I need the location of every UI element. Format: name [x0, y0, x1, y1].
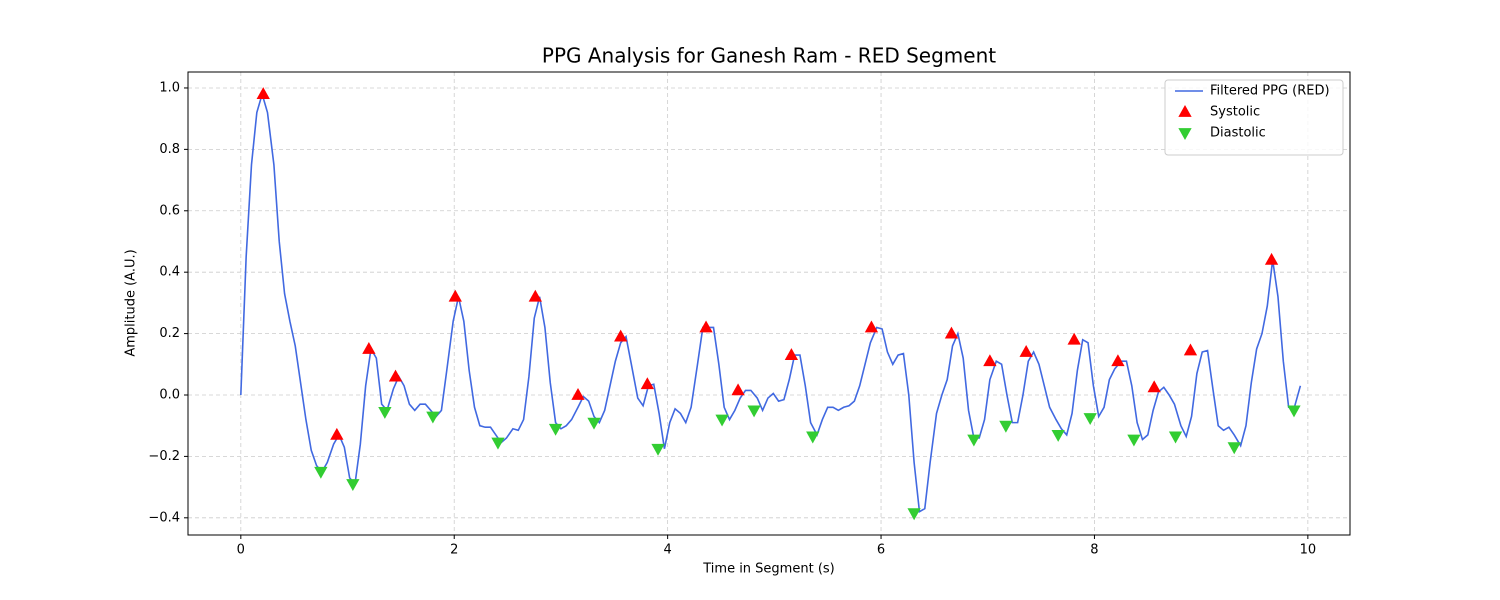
- marker: [587, 417, 601, 430]
- marker: [864, 320, 879, 333]
- marker: [1183, 343, 1198, 356]
- marker: [346, 479, 360, 492]
- marker: [731, 383, 745, 396]
- x-tick-label: 8: [1090, 543, 1098, 558]
- data-line: [240, 91, 1302, 513]
- x-tick-label: 10: [1300, 543, 1317, 558]
- marker: [448, 289, 462, 302]
- legend-swatch: [1178, 105, 1192, 117]
- marker: [528, 289, 542, 302]
- marker: [362, 341, 376, 354]
- y-tick-label: −0.2: [148, 449, 180, 464]
- y-tick-label: 0.2: [159, 326, 180, 341]
- marker: [548, 423, 563, 436]
- marker: [715, 414, 729, 427]
- y-tick-label: 0.6: [159, 203, 180, 218]
- marker: [1287, 405, 1301, 418]
- marker: [1168, 431, 1183, 444]
- marker: [491, 437, 505, 450]
- y-tick-label: 1.0: [159, 80, 180, 95]
- marker: [640, 377, 655, 390]
- legend-label: Systolic: [1210, 105, 1260, 120]
- marker: [614, 329, 628, 342]
- y-tick-label: 0.8: [159, 142, 180, 157]
- marker: [426, 411, 440, 424]
- marker: [1051, 430, 1065, 442]
- marker: [1111, 354, 1125, 367]
- y-axis-label: Amplitude (A.U.): [124, 249, 139, 356]
- legend-box: [1164, 79, 1344, 156]
- legend-label: Filtered PPG (RED): [1210, 84, 1330, 99]
- marker: [784, 348, 799, 360]
- marker: [944, 326, 959, 339]
- marker: [330, 427, 344, 440]
- legend-swatch: [1178, 128, 1192, 140]
- marker: [378, 406, 392, 419]
- x-tick-label: 2: [450, 543, 458, 558]
- marker: [999, 420, 1013, 433]
- y-tick-label: 0.4: [159, 265, 180, 280]
- x-tick-label: 4: [663, 543, 671, 558]
- marker: [806, 431, 820, 444]
- marker: [699, 320, 713, 333]
- marker: [314, 466, 328, 479]
- marker: [388, 369, 403, 382]
- y-tick-label: −0.4: [148, 510, 180, 525]
- marker: [1083, 413, 1097, 426]
- x-tick-label: 6: [877, 543, 885, 558]
- plot-frame: [187, 71, 1351, 536]
- marker: [747, 405, 761, 418]
- chart-title: PPG Analysis for Ganesh Ram - RED Segmen…: [542, 44, 996, 68]
- marker: [256, 87, 270, 100]
- marker: [1264, 252, 1279, 265]
- marker: [1019, 345, 1033, 357]
- marker: [1227, 442, 1241, 455]
- marker: [651, 443, 665, 456]
- marker: [907, 508, 921, 521]
- legend-label: Diastolic: [1210, 126, 1266, 141]
- marker: [967, 434, 981, 447]
- marker: [1067, 332, 1081, 345]
- y-tick-label: 0.0: [159, 387, 180, 402]
- marker: [571, 387, 585, 400]
- marker: [1127, 434, 1141, 447]
- x-tick-label: 0: [237, 543, 245, 558]
- x-axis-label: Time in Segment (s): [702, 562, 834, 577]
- marker: [983, 354, 997, 367]
- marker: [1147, 380, 1161, 393]
